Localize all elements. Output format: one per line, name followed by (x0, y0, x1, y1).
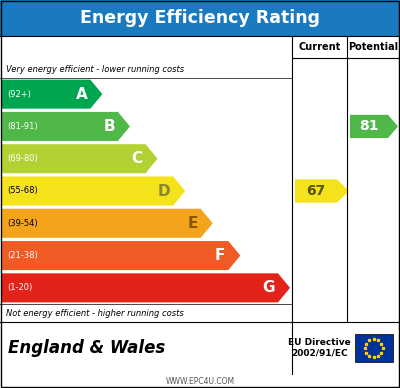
Polygon shape (350, 115, 398, 138)
Polygon shape (2, 177, 185, 206)
Polygon shape (295, 179, 349, 203)
Text: B: B (103, 119, 115, 134)
Text: Energy Efficiency Rating: Energy Efficiency Rating (80, 9, 320, 27)
Polygon shape (2, 112, 130, 141)
Text: WWW.EPC4U.COM: WWW.EPC4U.COM (166, 376, 234, 386)
Text: G: G (262, 281, 275, 295)
Text: (39-54): (39-54) (7, 219, 38, 228)
Text: Very energy efficient - lower running costs: Very energy efficient - lower running co… (6, 64, 184, 73)
Text: England & Wales: England & Wales (8, 339, 165, 357)
Text: E: E (187, 216, 198, 231)
Polygon shape (2, 273, 290, 302)
Text: F: F (215, 248, 225, 263)
Text: A: A (76, 87, 87, 102)
Text: Potential: Potential (348, 42, 398, 52)
Text: EU Directive
2002/91/EC: EU Directive 2002/91/EC (288, 338, 351, 358)
Text: (55-68): (55-68) (7, 187, 38, 196)
Text: D: D (158, 184, 170, 199)
Text: Current: Current (298, 42, 341, 52)
Text: (92+): (92+) (7, 90, 31, 99)
Bar (0, 0, 400, 36)
Bar (354, 334, 392, 362)
Text: (81-91): (81-91) (7, 122, 38, 131)
Polygon shape (2, 241, 240, 270)
Polygon shape (2, 144, 158, 173)
Polygon shape (2, 209, 213, 238)
Text: Not energy efficient - higher running costs: Not energy efficient - higher running co… (6, 309, 184, 319)
Text: (1-20): (1-20) (7, 283, 32, 292)
Text: 67: 67 (306, 184, 326, 198)
Text: 81: 81 (359, 120, 379, 133)
Text: (69-80): (69-80) (7, 154, 38, 163)
Text: (21-38): (21-38) (7, 251, 38, 260)
Polygon shape (2, 80, 102, 109)
Text: C: C (131, 151, 142, 166)
